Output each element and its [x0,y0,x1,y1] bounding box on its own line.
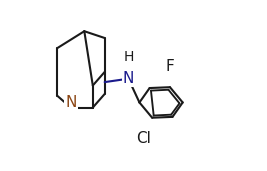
Text: F: F [166,59,174,74]
Text: H: H [123,50,134,64]
Text: N: N [65,95,76,110]
Text: N: N [123,71,134,86]
Text: Cl: Cl [136,131,151,146]
